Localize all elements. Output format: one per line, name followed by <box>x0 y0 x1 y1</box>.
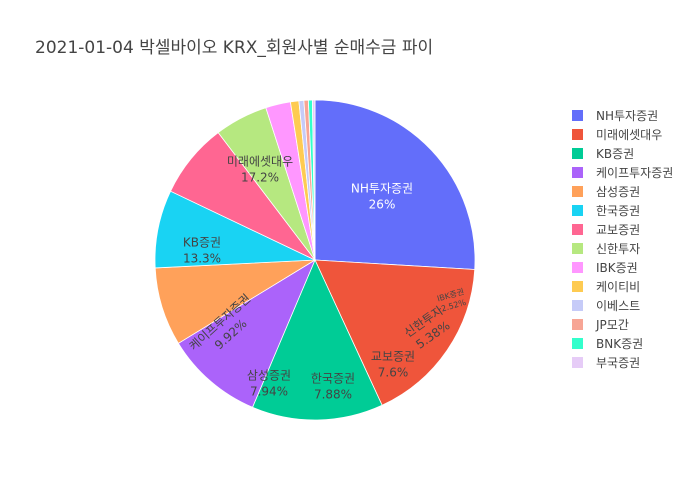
legend-item-4[interactable]: 삼성증권 <box>572 182 673 201</box>
pie-slice-2[interactable] <box>251 259 383 421</box>
slice-label-4: 삼성증권 7.94% <box>247 368 291 398</box>
slice-label-percent: 7.94% <box>250 385 288 399</box>
legend-swatch <box>572 110 583 121</box>
slice-label-name: 미래에셋대우 <box>227 154 293 168</box>
legend-swatch <box>572 167 583 178</box>
legend-swatch <box>572 129 583 140</box>
legend-item-3[interactable]: 케이프투자증권 <box>572 163 673 182</box>
slice-label-name: 교보증권 <box>371 349 415 363</box>
legend-item-8[interactable]: IBK증권 <box>572 258 673 277</box>
pie-slice-1[interactable] <box>314 259 476 406</box>
legend-label: 삼성증권 <box>596 185 641 199</box>
slice-label-percent: 7.6% <box>378 366 409 380</box>
legend-swatch <box>572 262 583 273</box>
legend-item-5[interactable]: 한국증권 <box>572 201 673 220</box>
legend-swatch <box>572 300 583 311</box>
slice-label-name: NH투자증권 <box>351 181 413 195</box>
slice-label-percent: 17.2% <box>241 171 279 185</box>
chart-title: 2021-01-04 박셀바이오 KRX_회원사별 순매수금 파이 <box>35 38 434 58</box>
legend-item-10[interactable]: 이베스트 <box>572 296 673 315</box>
legend-swatch <box>572 281 583 292</box>
legend-label: 교보증권 <box>596 223 641 237</box>
legend-item-1[interactable]: 미래에셋대우 <box>572 125 673 144</box>
legend-label: JP모간 <box>596 318 629 332</box>
slice-label-percent: 26% <box>369 198 396 212</box>
legend-label: 신한투자 <box>596 242 641 256</box>
legend-item-7[interactable]: 신한투자 <box>572 239 673 258</box>
slice-label-percent: 7.88% <box>314 388 352 402</box>
legend-label: 부국증권 <box>596 356 641 370</box>
legend-label: IBK증권 <box>596 261 638 275</box>
legend-swatch <box>572 357 583 368</box>
slice-label-0: NH투자증권 26% <box>351 181 413 211</box>
legend-label: 케이티비 <box>596 280 641 294</box>
legend-swatch <box>572 224 583 235</box>
legend-label: 이베스트 <box>596 299 641 313</box>
legend-label: BNK증권 <box>596 337 644 351</box>
legend-swatch <box>572 148 583 159</box>
legend-label: NH투자증권 <box>596 109 659 123</box>
legend-label: 한국증권 <box>596 204 641 218</box>
legend-item-12[interactable]: BNK증권 <box>572 334 673 353</box>
slice-label-1: 미래에셋대우 17.2% <box>227 154 293 184</box>
pie-slice-0[interactable] <box>314 99 476 270</box>
legend-swatch <box>572 205 583 216</box>
legend-item-13[interactable]: 부국증권 <box>572 353 673 372</box>
legend-label: 케이프투자증권 <box>596 166 674 180</box>
pie-slice-13[interactable] <box>311 99 316 261</box>
pie-slice-3[interactable] <box>177 259 316 408</box>
legend-item-11[interactable]: JP모간 <box>572 315 673 334</box>
slice-label-name: 한국증권 <box>311 371 355 385</box>
legend-item-2[interactable]: KB증권 <box>572 144 673 163</box>
legend-swatch <box>572 319 583 330</box>
legend-label: KB증권 <box>596 147 635 161</box>
slice-label-6: 교보증권 7.6% <box>371 349 415 379</box>
legend-swatch <box>572 186 583 197</box>
slice-label-2: KB증권 13.3% <box>183 235 221 265</box>
slice-label-name: KB증권 <box>183 235 221 249</box>
slice-label-percent: 13.3% <box>183 252 221 266</box>
legend-item-0[interactable]: NH투자증권 <box>572 106 673 125</box>
slice-label-5: 한국증권 7.88% <box>311 371 355 401</box>
legend-swatch <box>572 243 583 254</box>
legend-item-6[interactable]: 교보증권 <box>572 220 673 239</box>
legend-label: 미래에셋대우 <box>596 128 663 142</box>
legend-swatch <box>572 338 583 349</box>
slice-label-name: 삼성증권 <box>247 368 291 382</box>
legend-item-9[interactable]: 케이티비 <box>572 277 673 296</box>
